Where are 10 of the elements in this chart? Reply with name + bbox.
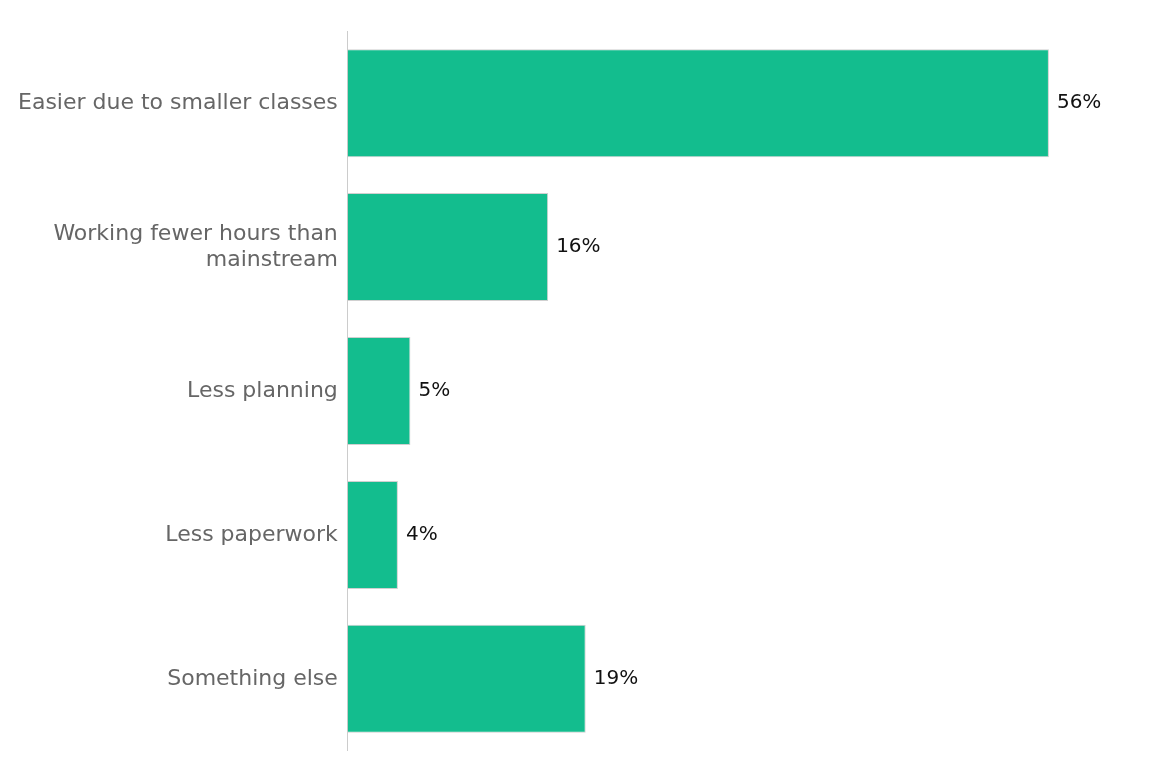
y-tick-label: Easier due to smaller classes <box>18 88 338 114</box>
data-label: 5% <box>418 377 451 402</box>
y-tick-label: Less planning <box>187 376 338 402</box>
y-tick-label: Something else <box>167 664 338 690</box>
data-label: 16% <box>556 233 601 258</box>
y-tick-label: Working fewer hours than mainstream <box>53 219 338 271</box>
data-label: 19% <box>593 665 639 690</box>
data-label: 4% <box>405 521 438 546</box>
data-label: 56% <box>1056 89 1102 114</box>
y-tick-label: Less paperwork <box>165 520 339 546</box>
